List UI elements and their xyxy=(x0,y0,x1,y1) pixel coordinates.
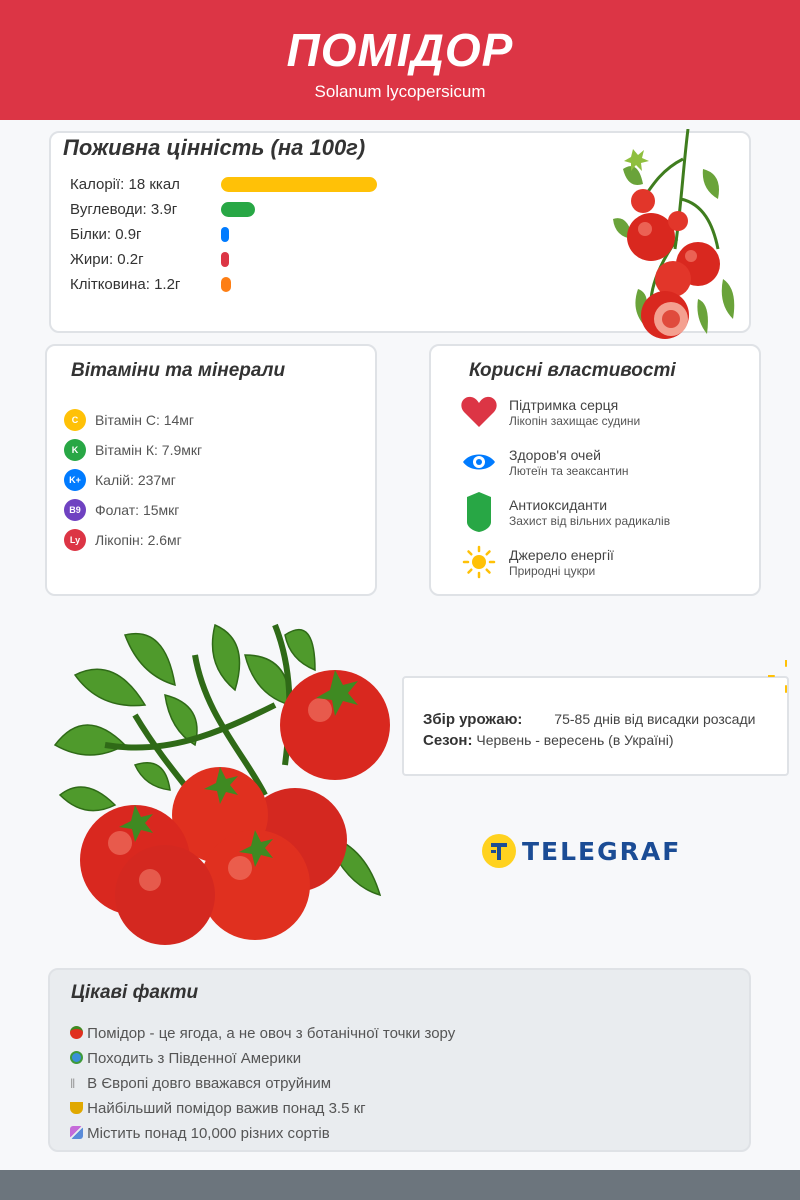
eye-icon xyxy=(459,442,499,482)
header-banner: ПОМІДОР Solanum lycopersicum xyxy=(0,0,800,120)
fact-item: Походить з Південної Америки xyxy=(70,1050,301,1067)
vitamin-row-c: C Вітамін С: 14мг xyxy=(64,409,194,431)
nutrition-row-carbs: Вуглеводи: 3.9г xyxy=(70,199,255,219)
fact-item: ǁ В Європі довго вважався отруйним xyxy=(70,1075,331,1092)
benefit-row-heart: Підтримка серця Лікопін захищає судини xyxy=(459,392,640,432)
tomato-icon xyxy=(70,1026,83,1039)
vitamins-title: Вітаміни та мінерали xyxy=(71,360,286,381)
vitamin-text: Фолат: 15мкг xyxy=(95,502,180,518)
shield-icon xyxy=(459,492,499,532)
fact-item: Найбільший помідор важив понад 3.5 кг xyxy=(70,1100,366,1117)
tomato-cluster-illustration xyxy=(53,623,390,945)
facts-card: Цікаві факти Помідор - це ягода, а не ов… xyxy=(48,968,751,1152)
nutrition-label: Білки: 0.9г xyxy=(70,225,142,243)
benefits-title: Корисні властивості xyxy=(469,360,676,381)
footer-bar xyxy=(0,1170,800,1200)
fact-text: Походить з Південної Америки xyxy=(87,1050,302,1067)
nutrition-row-fat: Жири: 0.2г xyxy=(70,249,229,269)
nutrition-bar xyxy=(221,176,377,192)
vitamin-text: Калій: 237мг xyxy=(95,472,176,488)
benefit-title: Антиоксиданти xyxy=(509,496,608,513)
nutrition-bar xyxy=(221,201,255,217)
benefit-title: Джерело енергії xyxy=(509,546,614,563)
fact-text: Помідор - це ягода, а не овоч з ботанічн… xyxy=(87,1025,456,1042)
lycopene-badge: Ly xyxy=(64,529,86,551)
vitamin-text: Лікопін: 2.6мг xyxy=(95,532,182,548)
benefit-desc: Лютеїн та зеаксантин xyxy=(509,463,629,478)
vitamin-text: Вітамін С: 14мг xyxy=(95,412,195,428)
harvest-card: Збір урожаю: 75-85 днів від висадки розс… xyxy=(402,676,789,776)
vitamin-text: Вітамін К: 7.9мкг xyxy=(95,442,203,458)
vitamin-k-badge: K xyxy=(64,439,86,461)
benefits-card: Корисні властивості Підтримка серця Ліко… xyxy=(429,344,761,596)
fact-item: Містить понад 10,000 різних сортів xyxy=(70,1125,330,1142)
nutrition-label: Жири: 0.2г xyxy=(70,250,144,268)
folate-badge: B9 xyxy=(64,499,86,521)
season-row: Сезон: Червень - вересень (в Україні) xyxy=(423,732,674,749)
sparkle-icon xyxy=(768,660,787,693)
nutrition-bar xyxy=(221,276,232,292)
benefit-row-antioxidants: Антиоксиданти Захист від вільних радикал… xyxy=(459,492,670,532)
nutrition-card: Поживна цінність (на 100г) Калорії: 18 к… xyxy=(49,129,751,339)
tomato-branch-illustration xyxy=(613,129,735,339)
vitamin-row-potassium: K+ Калій: 237мг xyxy=(64,469,176,491)
nutrition-bar xyxy=(221,251,229,267)
benefit-title: Підтримка серця xyxy=(509,396,619,413)
globe-icon xyxy=(70,1051,83,1064)
vitamin-row-folate: B9 Фолат: 15мкг xyxy=(64,499,179,521)
vitamin-row-lycopene: Ly Лікопін: 2.6мг xyxy=(64,529,182,551)
nutrition-row-protein: Білки: 0.9г xyxy=(70,224,229,244)
benefit-title: Здоров'я очей xyxy=(509,446,601,463)
trophy-icon xyxy=(70,1102,83,1114)
fact-item: Помідор - це ягода, а не овоч з ботанічн… xyxy=(70,1025,455,1042)
harvest-label: Збір урожаю: xyxy=(423,711,523,728)
page-subtitle: Solanum lycopersicum xyxy=(314,82,486,101)
nutrition-bar xyxy=(221,226,229,242)
dna-icon xyxy=(70,1126,83,1139)
benefit-desc: Захист від вільних радикалів xyxy=(509,513,671,528)
potassium-badge: K+ xyxy=(64,469,86,491)
nutrition-title: Поживна цінність (на 100г) xyxy=(63,135,366,160)
telegraf-logo: TELEGRAF xyxy=(482,834,681,868)
telegraf-logo-icon xyxy=(482,834,516,868)
nutrition-row-fiber: Клітковина: 1.2г xyxy=(70,274,232,294)
cutlery-icon: ǁ xyxy=(70,1076,76,1091)
benefit-desc: Природні цукри xyxy=(509,563,596,578)
sun-icon xyxy=(459,542,499,582)
vitamin-c-badge: C xyxy=(64,409,86,431)
benefit-desc: Лікопін захищає судини xyxy=(509,413,641,428)
harvest-row: Збір урожаю: 75-85 днів від висадки розс… xyxy=(423,711,755,728)
telegraf-logo-text: TELEGRAF xyxy=(522,836,682,866)
fact-text: Містить понад 10,000 різних сортів xyxy=(87,1125,330,1142)
nutrition-label: Клітковина: 1.2г xyxy=(70,275,181,293)
benefit-row-eyes: Здоров'я очей Лютеїн та зеаксантин xyxy=(459,442,629,482)
season-label: Сезон: xyxy=(423,732,473,749)
nutrition-row-calories: Калорії: 18 ккал xyxy=(70,174,377,194)
vitamin-row-k: K Вітамін К: 7.9мкг xyxy=(64,439,202,461)
harvest-value: 75-85 днів від висадки розсади xyxy=(554,711,756,727)
page-title: ПОМІДОР xyxy=(286,24,514,76)
fact-text: Найбільший помідор важив понад 3.5 кг xyxy=(87,1100,366,1117)
nutrition-label: Калорії: 18 ккал xyxy=(70,175,180,193)
fact-text: В Європі довго вважався отруйним xyxy=(87,1075,332,1092)
season-value: Червень - вересень (в Україні) xyxy=(476,732,674,748)
nutrition-label: Вуглеводи: 3.9г xyxy=(70,200,178,218)
benefit-row-energy: Джерело енергії Природні цукри xyxy=(459,542,614,582)
heart-icon xyxy=(459,392,499,432)
vitamins-card: Вітаміни та мінерали C Вітамін С: 14мг K… xyxy=(45,344,377,596)
facts-title: Цікаві факти xyxy=(71,982,199,1003)
